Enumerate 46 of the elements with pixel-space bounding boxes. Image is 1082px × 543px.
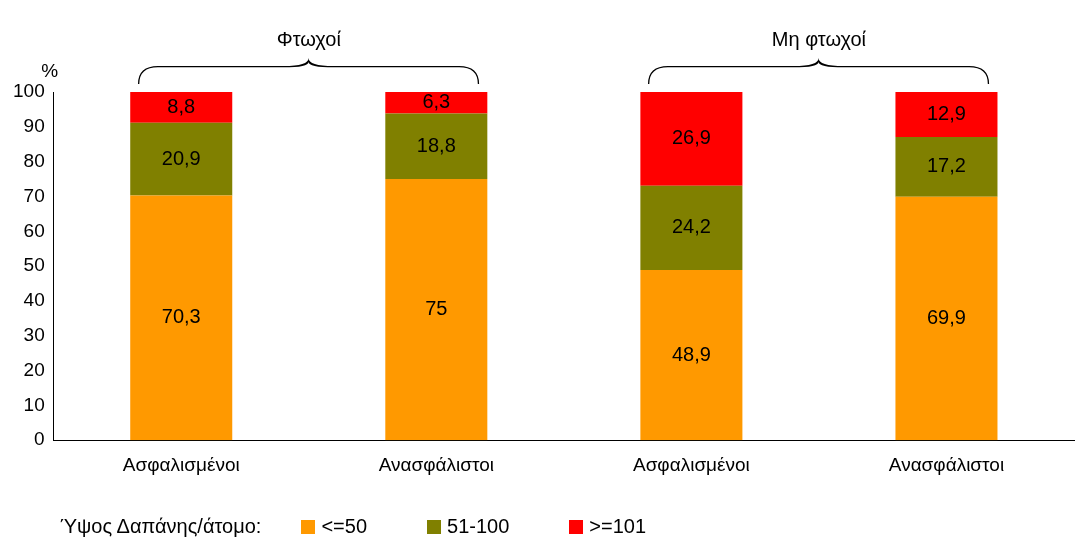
bar — [895, 196, 998, 441]
y-axis-title: % — [41, 60, 59, 82]
data-label: 26,9 — [671, 126, 711, 149]
y-tick-label: 10 — [23, 393, 45, 415]
bar — [385, 179, 488, 441]
text: Μη φτωχοί — [771, 27, 867, 50]
x-tick-label: Ανασφάλιστοι — [378, 453, 494, 475]
data-label: 20,9 — [161, 146, 201, 169]
y-tick-label: 100 — [13, 80, 45, 102]
x-tick-label: Ανασφάλιστοι — [888, 453, 1005, 475]
bar — [130, 92, 233, 123]
data-label: 18,8 — [416, 133, 456, 156]
bar — [895, 136, 998, 197]
x-tick-label: Ασφαλισμένοι — [632, 453, 750, 475]
data-label: 48,9 — [671, 342, 711, 365]
data-label: 70,3 — [161, 305, 201, 328]
bar — [640, 92, 743, 186]
legend-label: 51-100 — [447, 515, 510, 538]
data-label: 17,2 — [926, 154, 966, 177]
legend-title: Ύψος Δαπάνης/άτομο: — [60, 515, 262, 538]
bar — [385, 92, 488, 114]
data-label: 12,9 — [926, 101, 966, 124]
legend-label: >=101 — [589, 515, 647, 538]
y-tick-label: 20 — [23, 358, 45, 380]
bar — [640, 269, 743, 441]
data-label: 24,2 — [671, 215, 711, 238]
text: Φτωχοί — [276, 27, 342, 50]
legend-label: <=50 — [321, 515, 368, 538]
bar — [895, 92, 998, 137]
y-tick-label: 60 — [23, 219, 45, 241]
data-label: 75 — [425, 297, 448, 320]
bar — [130, 122, 233, 196]
data-label: 6,3 — [422, 90, 451, 113]
y-tick-label: 0 — [34, 428, 45, 450]
bar — [385, 113, 488, 180]
data-label: 8,8 — [167, 94, 196, 117]
y-tick-label: 70 — [23, 184, 45, 206]
y-tick-label: 50 — [23, 254, 45, 276]
bar — [130, 195, 233, 441]
data-label: 69,9 — [926, 306, 966, 329]
x-tick-label: Ασφαλισμένοι — [122, 453, 240, 475]
y-tick-label: 30 — [23, 323, 45, 345]
y-tick-label: 80 — [23, 149, 45, 171]
y-tick-label: 90 — [23, 115, 45, 137]
bar — [640, 185, 743, 270]
y-tick-label: 40 — [23, 289, 45, 311]
